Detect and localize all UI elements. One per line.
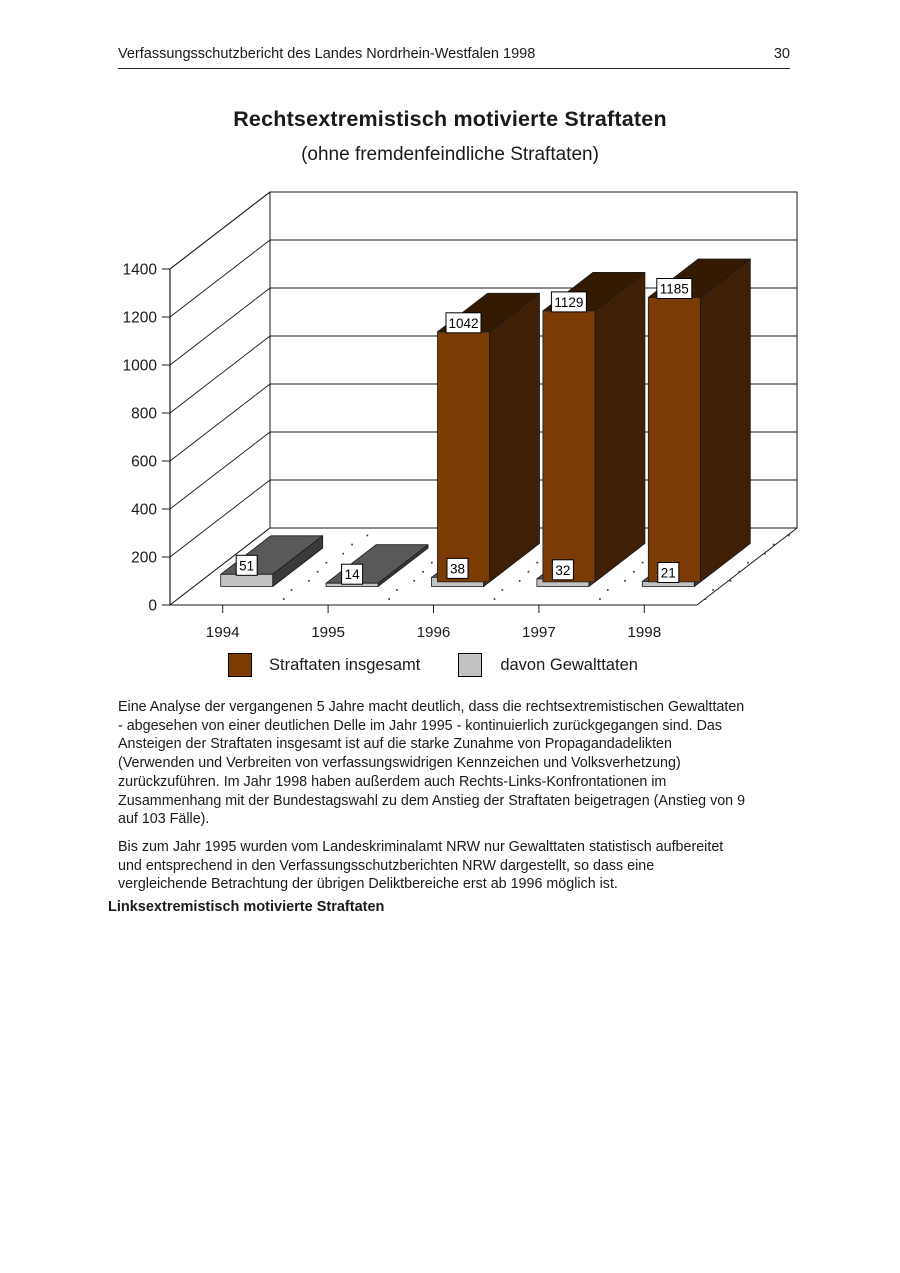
svg-text:1042: 1042 xyxy=(448,316,478,331)
svg-text:1200: 1200 xyxy=(123,310,158,327)
legend-label-davon-gewalttaten: davon Gewalttaten xyxy=(500,655,638,674)
chart-legend: Straftaten insgesamt davon Gewalttaten xyxy=(228,653,638,677)
svg-text:1129: 1129 xyxy=(554,295,583,310)
svg-text:0: 0 xyxy=(148,598,157,615)
chart-subtitle: (ohne fremdenfeindliche Straftaten) xyxy=(301,144,599,165)
svg-text:1997: 1997 xyxy=(522,624,556,641)
svg-text:32: 32 xyxy=(555,563,570,578)
page-number: 30 xyxy=(773,46,790,62)
svg-text:1400: 1400 xyxy=(123,262,158,279)
svg-text:1995: 1995 xyxy=(311,624,345,641)
svg-text:800: 800 xyxy=(131,406,157,423)
chart-data-labels: 51 14 1042 38 1129 32 1185 21 xyxy=(235,278,693,585)
svg-text:1996: 1996 xyxy=(417,624,451,641)
svg-text:400: 400 xyxy=(131,502,157,519)
page-header: Verfassungsschutzbericht des Landes Nord… xyxy=(118,46,790,69)
legend-swatch-straftaten-insgesamt xyxy=(228,653,252,677)
body-paragraph-1: Eine Analyse der vergangenen 5 Jahre mac… xyxy=(118,699,746,828)
chart-bars xyxy=(220,258,751,587)
body-paragraph-2: Bis zum Jahr 1995 wurden vom Landeskrimi… xyxy=(118,839,724,893)
svg-text:21: 21 xyxy=(661,566,676,581)
svg-text:600: 600 xyxy=(131,454,157,471)
legend-swatch-davon-gewalttaten xyxy=(458,653,483,677)
svg-text:1994: 1994 xyxy=(206,624,240,641)
svg-text:1998: 1998 xyxy=(627,624,661,641)
svg-text:51: 51 xyxy=(239,558,254,573)
svg-text:1185: 1185 xyxy=(660,282,689,297)
legend-label-straftaten-insgesamt: Straftaten insgesamt xyxy=(269,655,421,674)
svg-text:38: 38 xyxy=(450,561,465,576)
chart-title: Rechtsextremistisch motivierte Straftate… xyxy=(233,107,667,131)
svg-text:1000: 1000 xyxy=(123,358,158,375)
chart-axes: 0 200 400 600 800 1000 1200 1400 1994 1995 1996 199… xyxy=(123,262,662,642)
svg-text:14: 14 xyxy=(345,567,361,582)
section-heading-linksextremistisch: Linksextremistisch motivierte Straftaten xyxy=(108,899,385,915)
chart-canvas: 0 200 400 600 800 1000 1200 1400 1994 1995 1996 199… xyxy=(123,191,798,642)
svg-text:200: 200 xyxy=(131,550,157,567)
header-title: Verfassungsschutzbericht des Landes Nord… xyxy=(118,46,536,62)
